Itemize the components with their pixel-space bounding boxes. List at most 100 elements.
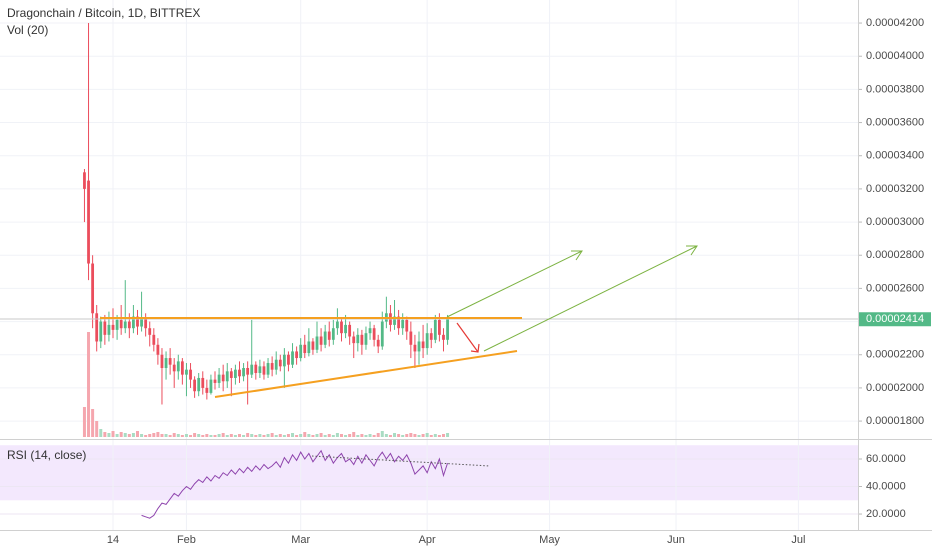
candle-body	[348, 324, 352, 337]
x-tick-label: Feb	[177, 534, 196, 546]
candle-body	[438, 319, 441, 335]
volume-bar	[254, 435, 258, 437]
candle-body	[185, 369, 188, 375]
candle-body	[140, 318, 143, 327]
volume-bar	[364, 435, 368, 437]
volume-bar	[380, 431, 384, 437]
candle-body	[405, 319, 409, 332]
volume-bar	[103, 432, 107, 437]
candle-body	[393, 316, 396, 325]
candle-body	[123, 321, 127, 329]
candle-body	[242, 368, 245, 377]
volume-bar	[278, 434, 282, 437]
candle-body	[99, 321, 103, 342]
candle-body	[425, 333, 429, 349]
volume-bar	[201, 435, 205, 437]
volume-bar	[213, 435, 217, 437]
candle-body	[258, 366, 262, 373]
volume-bar	[107, 433, 111, 437]
candle-body	[172, 364, 176, 372]
y-tick-label: 0.00004000	[866, 50, 924, 62]
candle-body	[433, 319, 437, 340]
rsi-line	[141, 449, 449, 519]
candle-body	[115, 319, 119, 330]
candle-body	[368, 328, 372, 334]
candle-body	[401, 319, 405, 329]
volume-bar	[393, 433, 397, 437]
plot	[82, 23, 450, 519]
volume-bar	[87, 332, 91, 437]
volume-bar	[250, 434, 254, 437]
pullback-arrow	[456, 322, 480, 353]
volume-bar	[237, 434, 241, 437]
volume-bar	[148, 434, 152, 437]
candle-body	[201, 377, 205, 388]
y-tick-label: 0.00001800	[866, 415, 924, 427]
volume-bar	[127, 434, 131, 437]
volume-bar	[409, 433, 413, 437]
candle-body	[152, 334, 156, 345]
volume-bar	[258, 434, 262, 437]
candle-body	[254, 364, 258, 373]
candle-body	[429, 333, 433, 340]
candle-body	[315, 336, 319, 350]
y-tick-label: 0.00002200	[866, 349, 924, 361]
volume-bar	[429, 435, 433, 437]
rsi-tick-label: 60.0000	[866, 453, 906, 465]
candle-body	[217, 374, 221, 383]
volume-bar	[91, 409, 95, 437]
volume-bar	[397, 434, 401, 437]
candle-body	[336, 321, 339, 329]
volume-bar	[176, 434, 180, 437]
candle-body	[360, 334, 364, 345]
y-tick-label: 0.00004200	[866, 17, 924, 29]
volume-bar	[164, 434, 168, 437]
candle-body	[205, 387, 209, 393]
candle-body	[180, 361, 184, 375]
volume-bar	[425, 433, 429, 437]
volume-bar	[160, 434, 164, 437]
volume-bar	[221, 433, 225, 437]
volume-bar	[82, 407, 86, 437]
volume-bar	[217, 434, 221, 437]
candle-body	[107, 324, 111, 335]
candle-body	[209, 379, 213, 393]
support-line	[214, 350, 518, 398]
candle-body	[397, 316, 401, 329]
rsi-tick-label: 20.0000	[866, 508, 906, 520]
last-price-box	[859, 312, 931, 327]
projection-arrows	[446, 245, 698, 352]
candle-body	[311, 341, 315, 350]
volume-bar	[172, 433, 176, 437]
volume-bar	[307, 434, 311, 437]
volume-bar	[331, 435, 335, 437]
volume-bar	[168, 435, 172, 437]
volume-bar	[180, 435, 184, 437]
volume-bar	[282, 435, 286, 437]
volume-bar	[446, 433, 450, 437]
candle-body	[344, 324, 347, 334]
volume-bar	[360, 434, 364, 437]
volume-bar	[311, 435, 315, 437]
candle-body	[274, 359, 278, 370]
candle-body	[193, 379, 197, 392]
candle-body	[176, 361, 180, 372]
volume-bar	[413, 434, 417, 437]
candle-body	[409, 331, 413, 345]
volume-bar	[123, 433, 127, 437]
volume-bar	[327, 434, 331, 437]
volume-bar	[99, 429, 103, 437]
volume-bar	[266, 434, 270, 437]
volume-bar	[156, 432, 160, 437]
candle-body	[132, 316, 135, 329]
volume-bar	[348, 434, 352, 437]
volume-bar	[246, 433, 250, 437]
candle-body	[189, 369, 192, 380]
volume-bar	[303, 432, 307, 437]
volume-bar	[225, 435, 229, 437]
x-tick-label: Apr	[419, 534, 436, 546]
volume-label: Vol (20)	[7, 23, 48, 37]
last-price-label: 0.00002414	[866, 313, 924, 325]
candle-body	[91, 263, 95, 314]
volume-bar	[417, 435, 421, 437]
